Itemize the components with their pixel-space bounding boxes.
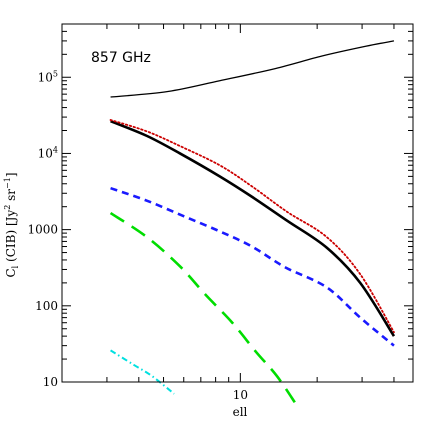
series-line-6 bbox=[110, 349, 175, 395]
plot-frame bbox=[61, 23, 414, 383]
y-tick-label: 100 bbox=[35, 299, 58, 313]
x-tick-label: 10 bbox=[233, 388, 248, 402]
series-line-3 bbox=[109, 119, 395, 334]
panel-label: 857 GHz bbox=[91, 50, 151, 66]
series-line-1 bbox=[110, 40, 395, 98]
series-line-4 bbox=[110, 186, 395, 347]
y-tick-label: 10 bbox=[43, 375, 58, 389]
y-axis-label: Cl (CIB) [Jy2 sr−1] bbox=[3, 172, 20, 277]
x-axis-label: ell bbox=[233, 405, 248, 419]
y-tick-label: 104 bbox=[38, 145, 58, 160]
y-tick-label: 105 bbox=[38, 69, 58, 84]
y-tick-label: 1000 bbox=[27, 223, 58, 237]
series-line-2 bbox=[110, 119, 396, 337]
series-line-5 bbox=[109, 211, 298, 406]
